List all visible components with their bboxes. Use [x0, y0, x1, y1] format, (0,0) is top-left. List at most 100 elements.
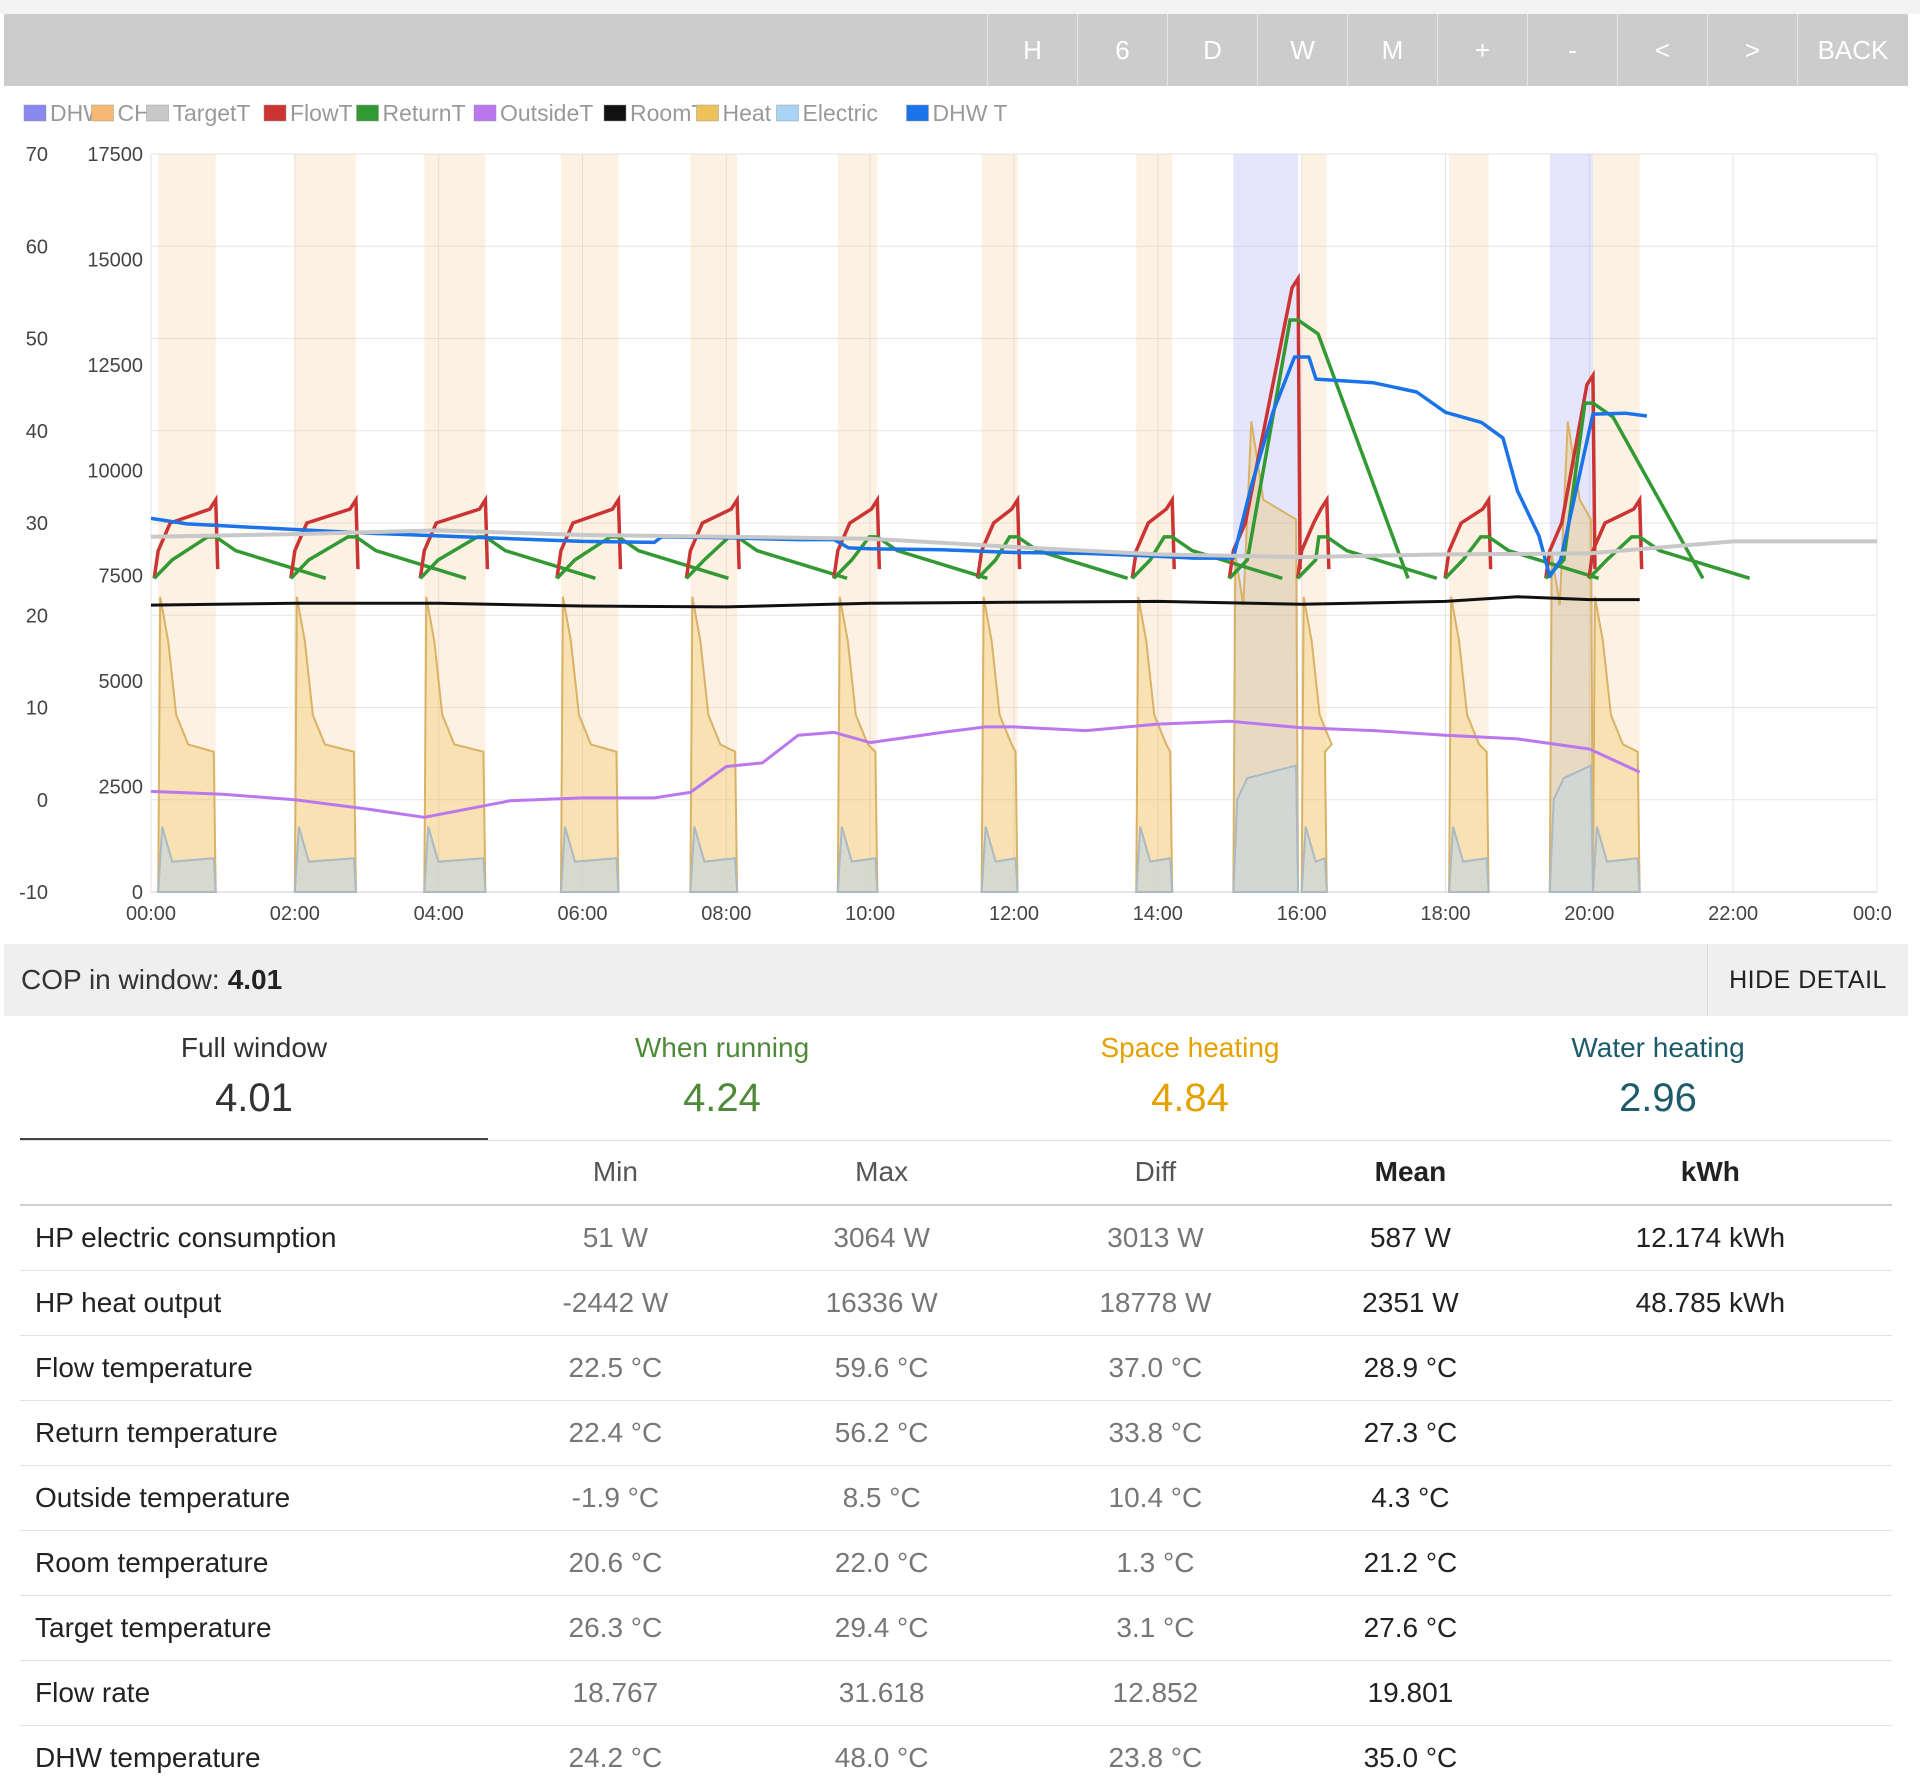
x-tick-label: 12:00 — [989, 903, 1039, 925]
legend-swatch — [357, 105, 379, 121]
tab-full-window[interactable]: Full window 4.01 — [20, 1016, 488, 1140]
row-min: 18.767 — [486, 1661, 745, 1726]
table-header-row: Min Max Diff Mean kWh — [20, 1140, 1892, 1205]
table-row: Flow temperature 22.5 °C 59.6 °C 37.0 °C… — [20, 1336, 1892, 1401]
tab-space-heating[interactable]: Space heating 4.84 — [956, 1016, 1424, 1140]
cop-summary: Full window 4.01 When running 4.24 Space… — [20, 1016, 1892, 1141]
header-min: Min — [486, 1140, 745, 1205]
y-right-tick-label: 0 — [132, 882, 143, 904]
pan-right-button[interactable]: > — [1707, 14, 1797, 86]
header-max: Max — [745, 1140, 1019, 1205]
row-diff: 10.4 °C — [1019, 1466, 1293, 1531]
row-mean: 21.2 °C — [1292, 1531, 1528, 1596]
dhw-t-line — [151, 357, 1647, 577]
row-min: 20.6 °C — [486, 1531, 745, 1596]
row-name: Outside temperature — [20, 1466, 486, 1531]
row-kwh — [1529, 1531, 1892, 1596]
x-tick-label: 10:00 — [845, 903, 895, 925]
hour-button[interactable]: H — [987, 14, 1077, 86]
row-mean: 2351 W — [1292, 1271, 1528, 1336]
row-max: 59.6 °C — [745, 1336, 1019, 1401]
legend-swatch — [697, 105, 719, 121]
row-mean: 4.3 °C — [1292, 1466, 1528, 1531]
row-diff: 23.8 °C — [1019, 1726, 1293, 1790]
summary-value: 4.24 — [488, 1076, 956, 1121]
x-tick-label: 00:00 — [126, 903, 176, 925]
y-left-tick-label: 0 — [37, 790, 48, 812]
tab-water-heating[interactable]: Water heating 2.96 — [1424, 1016, 1892, 1140]
row-name: HP heat output — [20, 1271, 486, 1336]
x-tick-label: 04:00 — [414, 903, 464, 925]
legend-label: CH — [118, 100, 151, 126]
row-max: 22.0 °C — [745, 1531, 1019, 1596]
table-row: DHW temperature 24.2 °C 48.0 °C 23.8 °C … — [20, 1726, 1892, 1790]
legend-swatch — [777, 105, 799, 121]
row-kwh — [1529, 1726, 1892, 1790]
row-name: Room temperature — [20, 1531, 486, 1596]
row-name: Target temperature — [20, 1596, 486, 1661]
six-hour-button[interactable]: 6 — [1077, 14, 1167, 86]
zoom-out-button[interactable]: - — [1527, 14, 1617, 86]
row-kwh: 12.174 kWh — [1529, 1205, 1892, 1271]
table-row: Outside temperature -1.9 °C 8.5 °C 10.4 … — [20, 1466, 1892, 1531]
row-mean: 27.6 °C — [1292, 1596, 1528, 1661]
summary-value: 4.84 — [956, 1076, 1424, 1121]
y-left-tick-label: 30 — [26, 513, 48, 535]
row-diff: 33.8 °C — [1019, 1401, 1293, 1466]
legend-swatch — [604, 105, 626, 121]
week-button[interactable]: W — [1257, 14, 1347, 86]
row-max: 8.5 °C — [745, 1466, 1019, 1531]
table-row: HP electric consumption 51 W 3064 W 3013… — [20, 1205, 1892, 1271]
toolbar: H 6 D W M + - < > BACK — [4, 14, 1908, 86]
row-kwh — [1529, 1661, 1892, 1726]
row-diff: 1.3 °C — [1019, 1531, 1293, 1596]
row-name: Flow rate — [20, 1661, 486, 1726]
cop-bar: COP in window: 4.01 HIDE DETAIL — [4, 944, 1908, 1016]
y-left-tick-label: 40 — [26, 421, 48, 443]
heatpump-chart[interactable]: 706050403020100-101750015000125001000075… — [0, 86, 1920, 944]
summary-title: Full window — [20, 1032, 488, 1064]
row-max: 16336 W — [745, 1271, 1019, 1336]
zoom-in-button[interactable]: + — [1437, 14, 1527, 86]
legend-swatch — [92, 105, 114, 121]
header-kwh: kWh — [1529, 1140, 1892, 1205]
row-max: 31.618 — [745, 1661, 1019, 1726]
row-min: 24.2 °C — [486, 1726, 745, 1790]
x-tick-label: 00:0 — [1853, 903, 1892, 925]
header-name — [20, 1140, 486, 1205]
summary-title: Space heating — [956, 1032, 1424, 1064]
stats-table: Min Max Diff Mean kWh HP electric consum… — [20, 1140, 1892, 1790]
table-row: Flow rate 18.767 31.618 12.852 19.801 — [20, 1661, 1892, 1726]
outsidet-line — [151, 721, 1640, 817]
legend-swatch — [24, 105, 46, 121]
row-kwh — [1529, 1466, 1892, 1531]
back-button[interactable]: BACK — [1797, 14, 1908, 86]
page-top-strip — [0, 0, 1920, 14]
x-tick-label: 18:00 — [1420, 903, 1470, 925]
row-mean: 19.801 — [1292, 1661, 1528, 1726]
header-mean: Mean — [1292, 1140, 1528, 1205]
row-name: Flow temperature — [20, 1336, 486, 1401]
month-button[interactable]: M — [1347, 14, 1437, 86]
tab-when-running[interactable]: When running 4.24 — [488, 1016, 956, 1140]
row-name: DHW temperature — [20, 1726, 486, 1790]
table-row: Room temperature 20.6 °C 22.0 °C 1.3 °C … — [20, 1531, 1892, 1596]
x-tick-label: 16:00 — [1277, 903, 1327, 925]
row-diff: 3.1 °C — [1019, 1596, 1293, 1661]
legend-label: DHW T — [933, 100, 1008, 126]
toolbar-buttons: H 6 D W M + - < > BACK — [987, 14, 1908, 86]
y-left-tick-label: 20 — [26, 605, 48, 627]
legend-label: OutsideT — [500, 100, 593, 126]
legend-label: Heat — [723, 100, 772, 126]
hide-detail-button[interactable]: HIDE DETAIL — [1707, 944, 1908, 1016]
y-left-tick-label: 50 — [26, 329, 48, 351]
pan-left-button[interactable]: < — [1617, 14, 1707, 86]
row-mean: 35.0 °C — [1292, 1726, 1528, 1790]
row-mean: 28.9 °C — [1292, 1336, 1528, 1401]
row-max: 56.2 °C — [745, 1401, 1019, 1466]
cop-value: 4.01 — [228, 964, 283, 996]
row-kwh: 48.785 kWh — [1529, 1271, 1892, 1336]
day-button[interactable]: D — [1167, 14, 1257, 86]
y-right-tick-label: 7500 — [99, 566, 144, 588]
